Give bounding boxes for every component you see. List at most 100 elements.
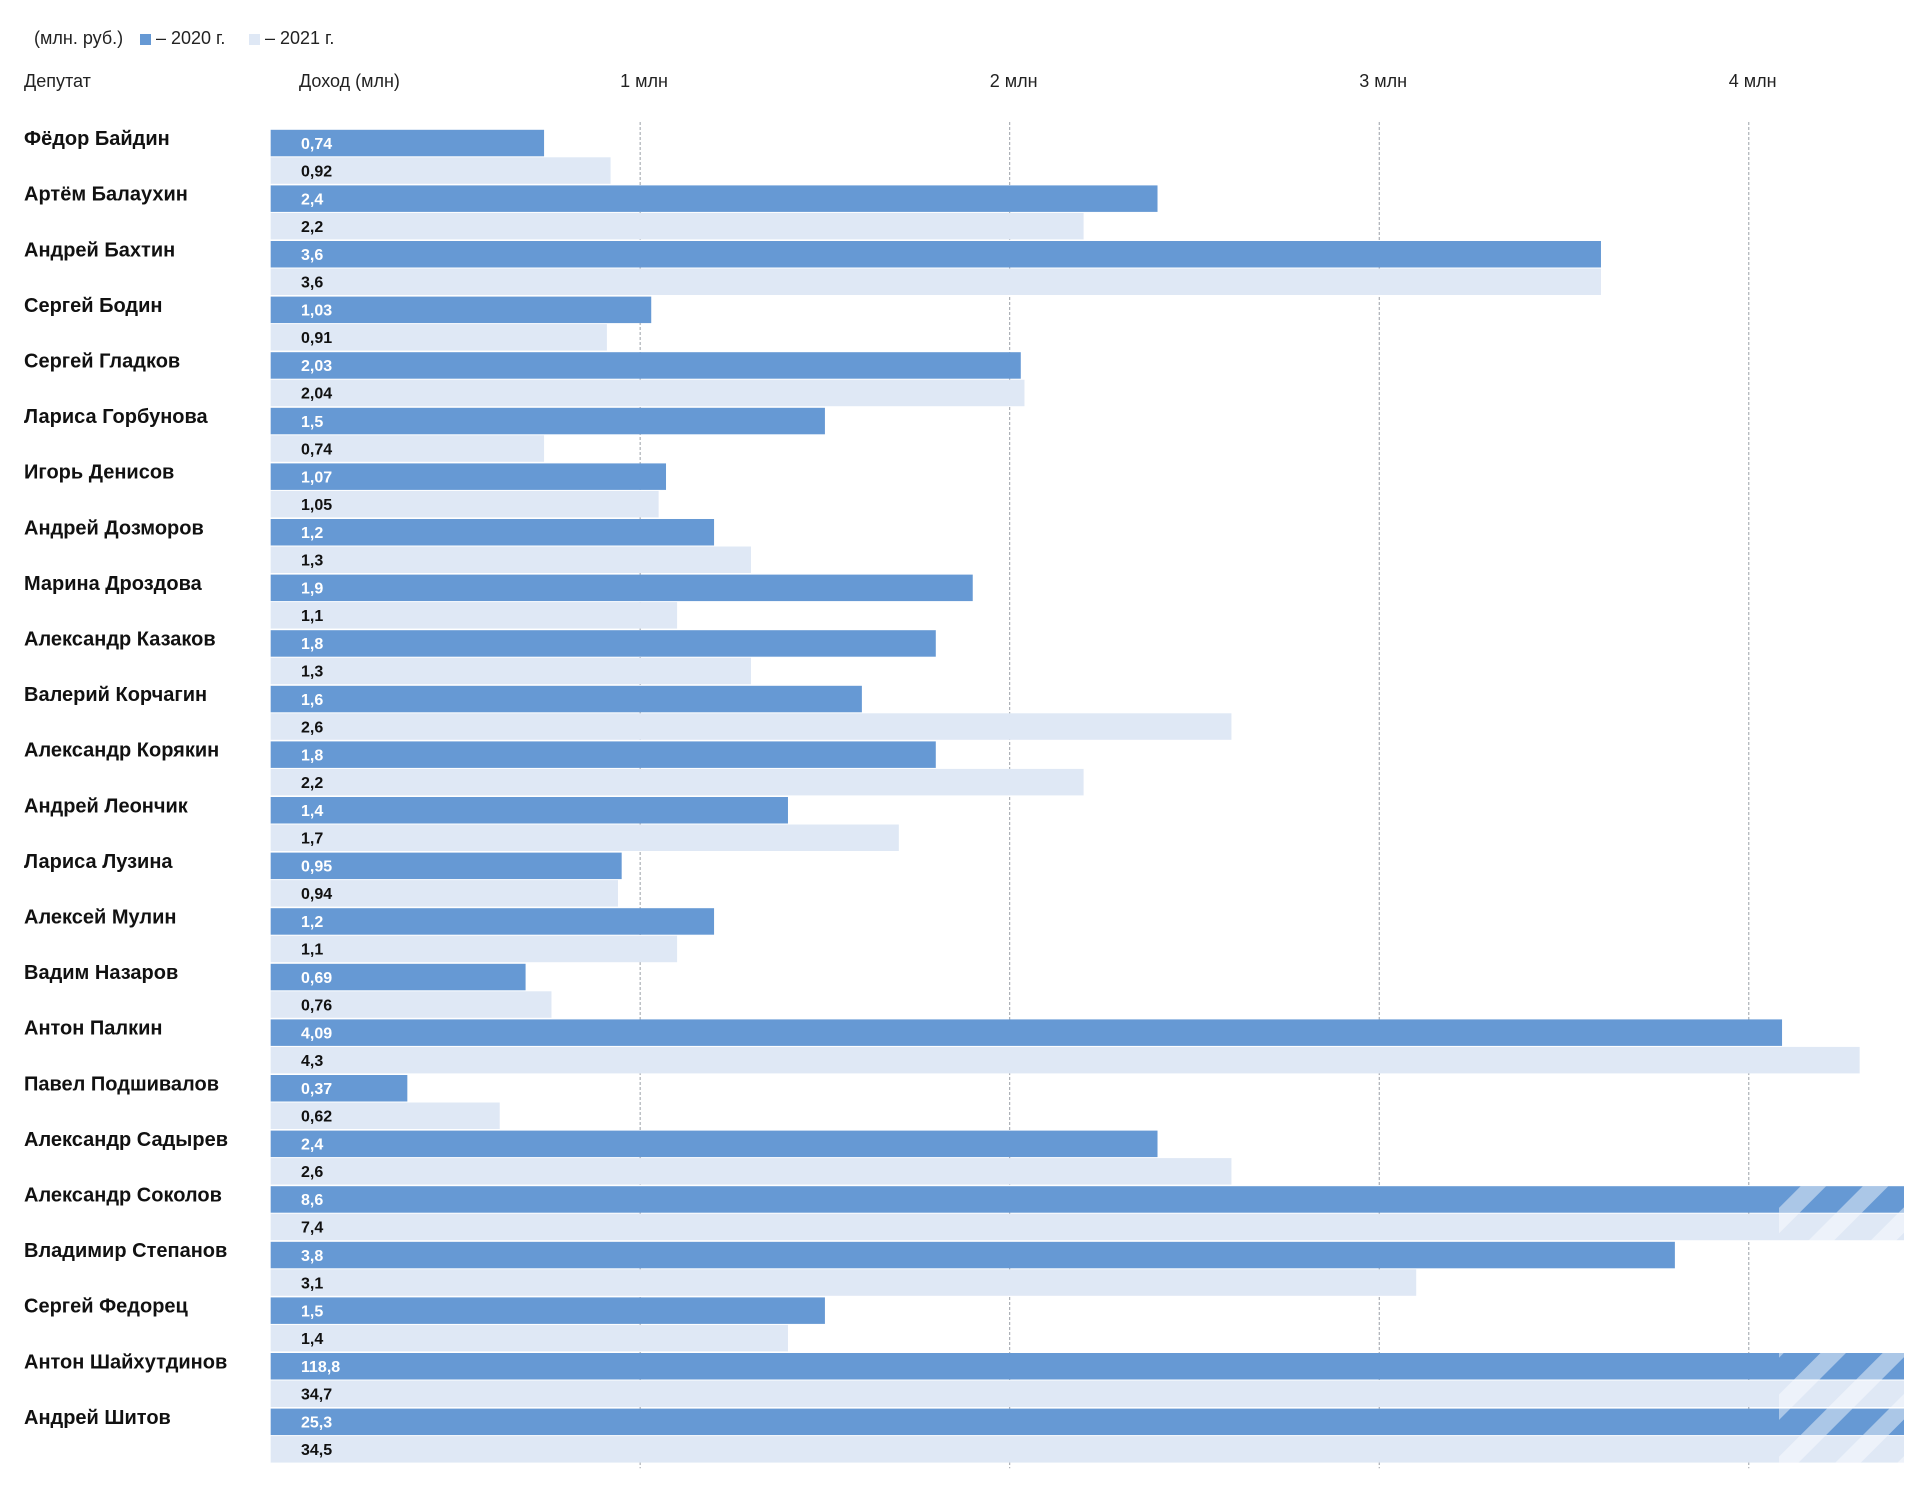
value-label: 0,37 <box>301 1081 332 1098</box>
category-label: Александр Корякин <box>24 740 219 762</box>
value-label: 1,4 <box>301 1331 323 1348</box>
x-tick-label: 1 млн <box>620 71 668 91</box>
bar <box>270 129 545 157</box>
overflow-hatch <box>1779 1186 1904 1213</box>
value-label: 0,69 <box>301 970 332 987</box>
x-tick-label: 2 млн <box>990 71 1038 91</box>
value-label: 34,7 <box>301 1386 332 1403</box>
value-label: 4,09 <box>301 1025 332 1042</box>
value-label: 3,1 <box>301 1275 323 1292</box>
value-label: 0,74 <box>301 136 332 153</box>
value-label: 7,4 <box>301 1220 323 1237</box>
bar <box>270 630 936 657</box>
bar <box>270 1436 1905 1463</box>
value-label: 1,2 <box>301 525 323 542</box>
category-label: Сергей Гладков <box>24 350 180 372</box>
value-label: 1,2 <box>301 914 323 931</box>
bar <box>270 296 652 324</box>
category-label: Александр Соколов <box>24 1184 222 1206</box>
value-label: 0,95 <box>301 859 332 876</box>
category-label: Артём Балаухин <box>24 184 188 206</box>
category-label: Сергей Федорец <box>24 1296 189 1318</box>
value-label: 3,6 <box>301 274 323 291</box>
bar <box>270 1353 1905 1380</box>
bar <box>270 852 622 880</box>
x-tick-label: 4 млн <box>1729 71 1777 91</box>
value-label: 1,05 <box>301 497 332 514</box>
bar <box>270 435 545 462</box>
bar <box>270 797 788 824</box>
legend-swatch <box>249 34 260 45</box>
bar <box>270 824 899 851</box>
category-label: Лариса Горбунова <box>24 406 209 428</box>
value-label: 1,1 <box>301 942 323 959</box>
value-label: 2,4 <box>301 1137 323 1154</box>
value-label: 1,8 <box>301 636 323 653</box>
bar <box>270 908 715 935</box>
category-label: Игорь Денисов <box>24 462 174 484</box>
category-label: Лариса Лузина <box>24 851 173 873</box>
bar <box>270 1102 500 1129</box>
value-label: 1,07 <box>301 469 332 486</box>
bars <box>270 129 1905 1463</box>
bar <box>270 880 618 907</box>
value-label: 34,5 <box>301 1442 332 1459</box>
category-label: Владимир Степанов <box>24 1240 227 1262</box>
bar <box>270 1380 1905 1407</box>
legend-label: – 2020 г. <box>156 28 225 48</box>
bar <box>270 407 825 435</box>
legend-swatch <box>140 34 151 45</box>
value-label: 0,62 <box>301 1108 332 1125</box>
labels: 1 млн 2 млн 3 млн 4 млн Фёдор Байдин 0,74 0,92… <box>24 71 1777 1459</box>
bar <box>270 1408 1905 1436</box>
overflow-hatch <box>1779 1353 1904 1380</box>
bar <box>270 1213 1905 1241</box>
bar <box>270 324 607 351</box>
value-label: 1,6 <box>301 692 323 709</box>
bar <box>270 602 678 629</box>
bar <box>270 935 678 963</box>
bar <box>270 379 1025 407</box>
bar <box>270 1324 788 1352</box>
value-label: 1,5 <box>301 414 323 431</box>
value-label: 2,6 <box>301 719 323 736</box>
value-label: 1,1 <box>301 608 323 625</box>
category-label: Александр Садырев <box>24 1129 228 1151</box>
value-label: 1,9 <box>301 581 323 598</box>
bar <box>270 157 611 184</box>
value-label: 0,76 <box>301 997 332 1014</box>
overflow-hatch <box>1779 1436 1904 1463</box>
category-label: Андрей Дозморов <box>24 517 204 539</box>
category-header: Депутат <box>24 71 91 91</box>
bar <box>270 963 526 991</box>
category-label: Андрей Бахтин <box>24 239 175 261</box>
value-label: 1,5 <box>301 1303 323 1320</box>
category-label: Антон Шайхутдинов <box>24 1351 227 1373</box>
category-label: Фёдор Байдин <box>24 128 170 150</box>
value-label: 1,4 <box>301 803 323 820</box>
value-label: 1,8 <box>301 747 323 764</box>
value-label: 4,3 <box>301 1053 323 1070</box>
bar <box>270 574 973 602</box>
bar <box>270 991 552 1018</box>
bar <box>270 768 1084 796</box>
value-label: 2,6 <box>301 1164 323 1181</box>
legend-label: – 2021 г. <box>265 28 334 48</box>
value-label: 8,6 <box>301 1192 323 1209</box>
category-label: Валерий Корчагин <box>24 684 207 706</box>
bar <box>270 1019 1783 1046</box>
value-label: 3,6 <box>301 247 323 264</box>
value-label: 0,92 <box>301 163 332 180</box>
category-label: Алексей Мулин <box>24 906 176 928</box>
category-label: Андрей Леончик <box>24 795 189 817</box>
bar <box>270 241 1601 268</box>
bar <box>270 268 1601 295</box>
overflow-hatch <box>1779 1408 1904 1436</box>
bar <box>270 490 659 518</box>
category-label: Павел Подшивалов <box>24 1073 219 1095</box>
category-label: Марина Дроздова <box>24 573 203 595</box>
overflow-hatch <box>1779 1213 1904 1241</box>
value-label: 1,03 <box>301 303 332 320</box>
value-label: 3,8 <box>301 1248 323 1265</box>
